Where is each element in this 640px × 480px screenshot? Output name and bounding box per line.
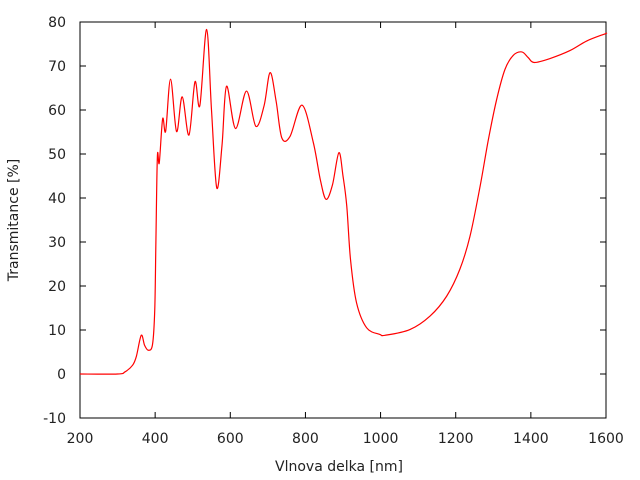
y-axis-label: Transmitance [%] xyxy=(6,159,22,282)
x-tick-label: 1000 xyxy=(363,431,399,447)
y-tick-label: 20 xyxy=(48,279,66,295)
x-axis: 200 400 600 800 1000 1200 1400 1600 xyxy=(67,22,624,447)
y-tick-label: 0 xyxy=(57,367,66,383)
x-tick-label: 600 xyxy=(217,431,244,447)
x-tick-label: 1600 xyxy=(588,431,624,447)
y-tick-label: 10 xyxy=(48,323,66,339)
y-tick-label: 80 xyxy=(48,15,66,31)
y-axis: -10 0 10 20 30 40 50 60 70 80 xyxy=(43,15,606,427)
plot-frame xyxy=(79,21,607,419)
y-tick-label: 30 xyxy=(48,235,66,251)
x-tick-label: 1200 xyxy=(438,431,474,447)
y-tick-label: 70 xyxy=(48,59,66,75)
x-axis-label: Vlnova delka [nm] xyxy=(275,459,403,475)
y-tick-label: -10 xyxy=(43,411,66,427)
x-tick-label: 800 xyxy=(292,431,319,447)
series-line xyxy=(79,28,608,375)
y-tick-label: 60 xyxy=(48,103,66,119)
x-tick-label: 1400 xyxy=(513,431,549,447)
x-tick-label: 400 xyxy=(142,431,169,447)
x-tick-label: 200 xyxy=(67,431,94,447)
y-tick-label: 40 xyxy=(48,191,66,207)
y-tick-label: 50 xyxy=(48,147,66,163)
